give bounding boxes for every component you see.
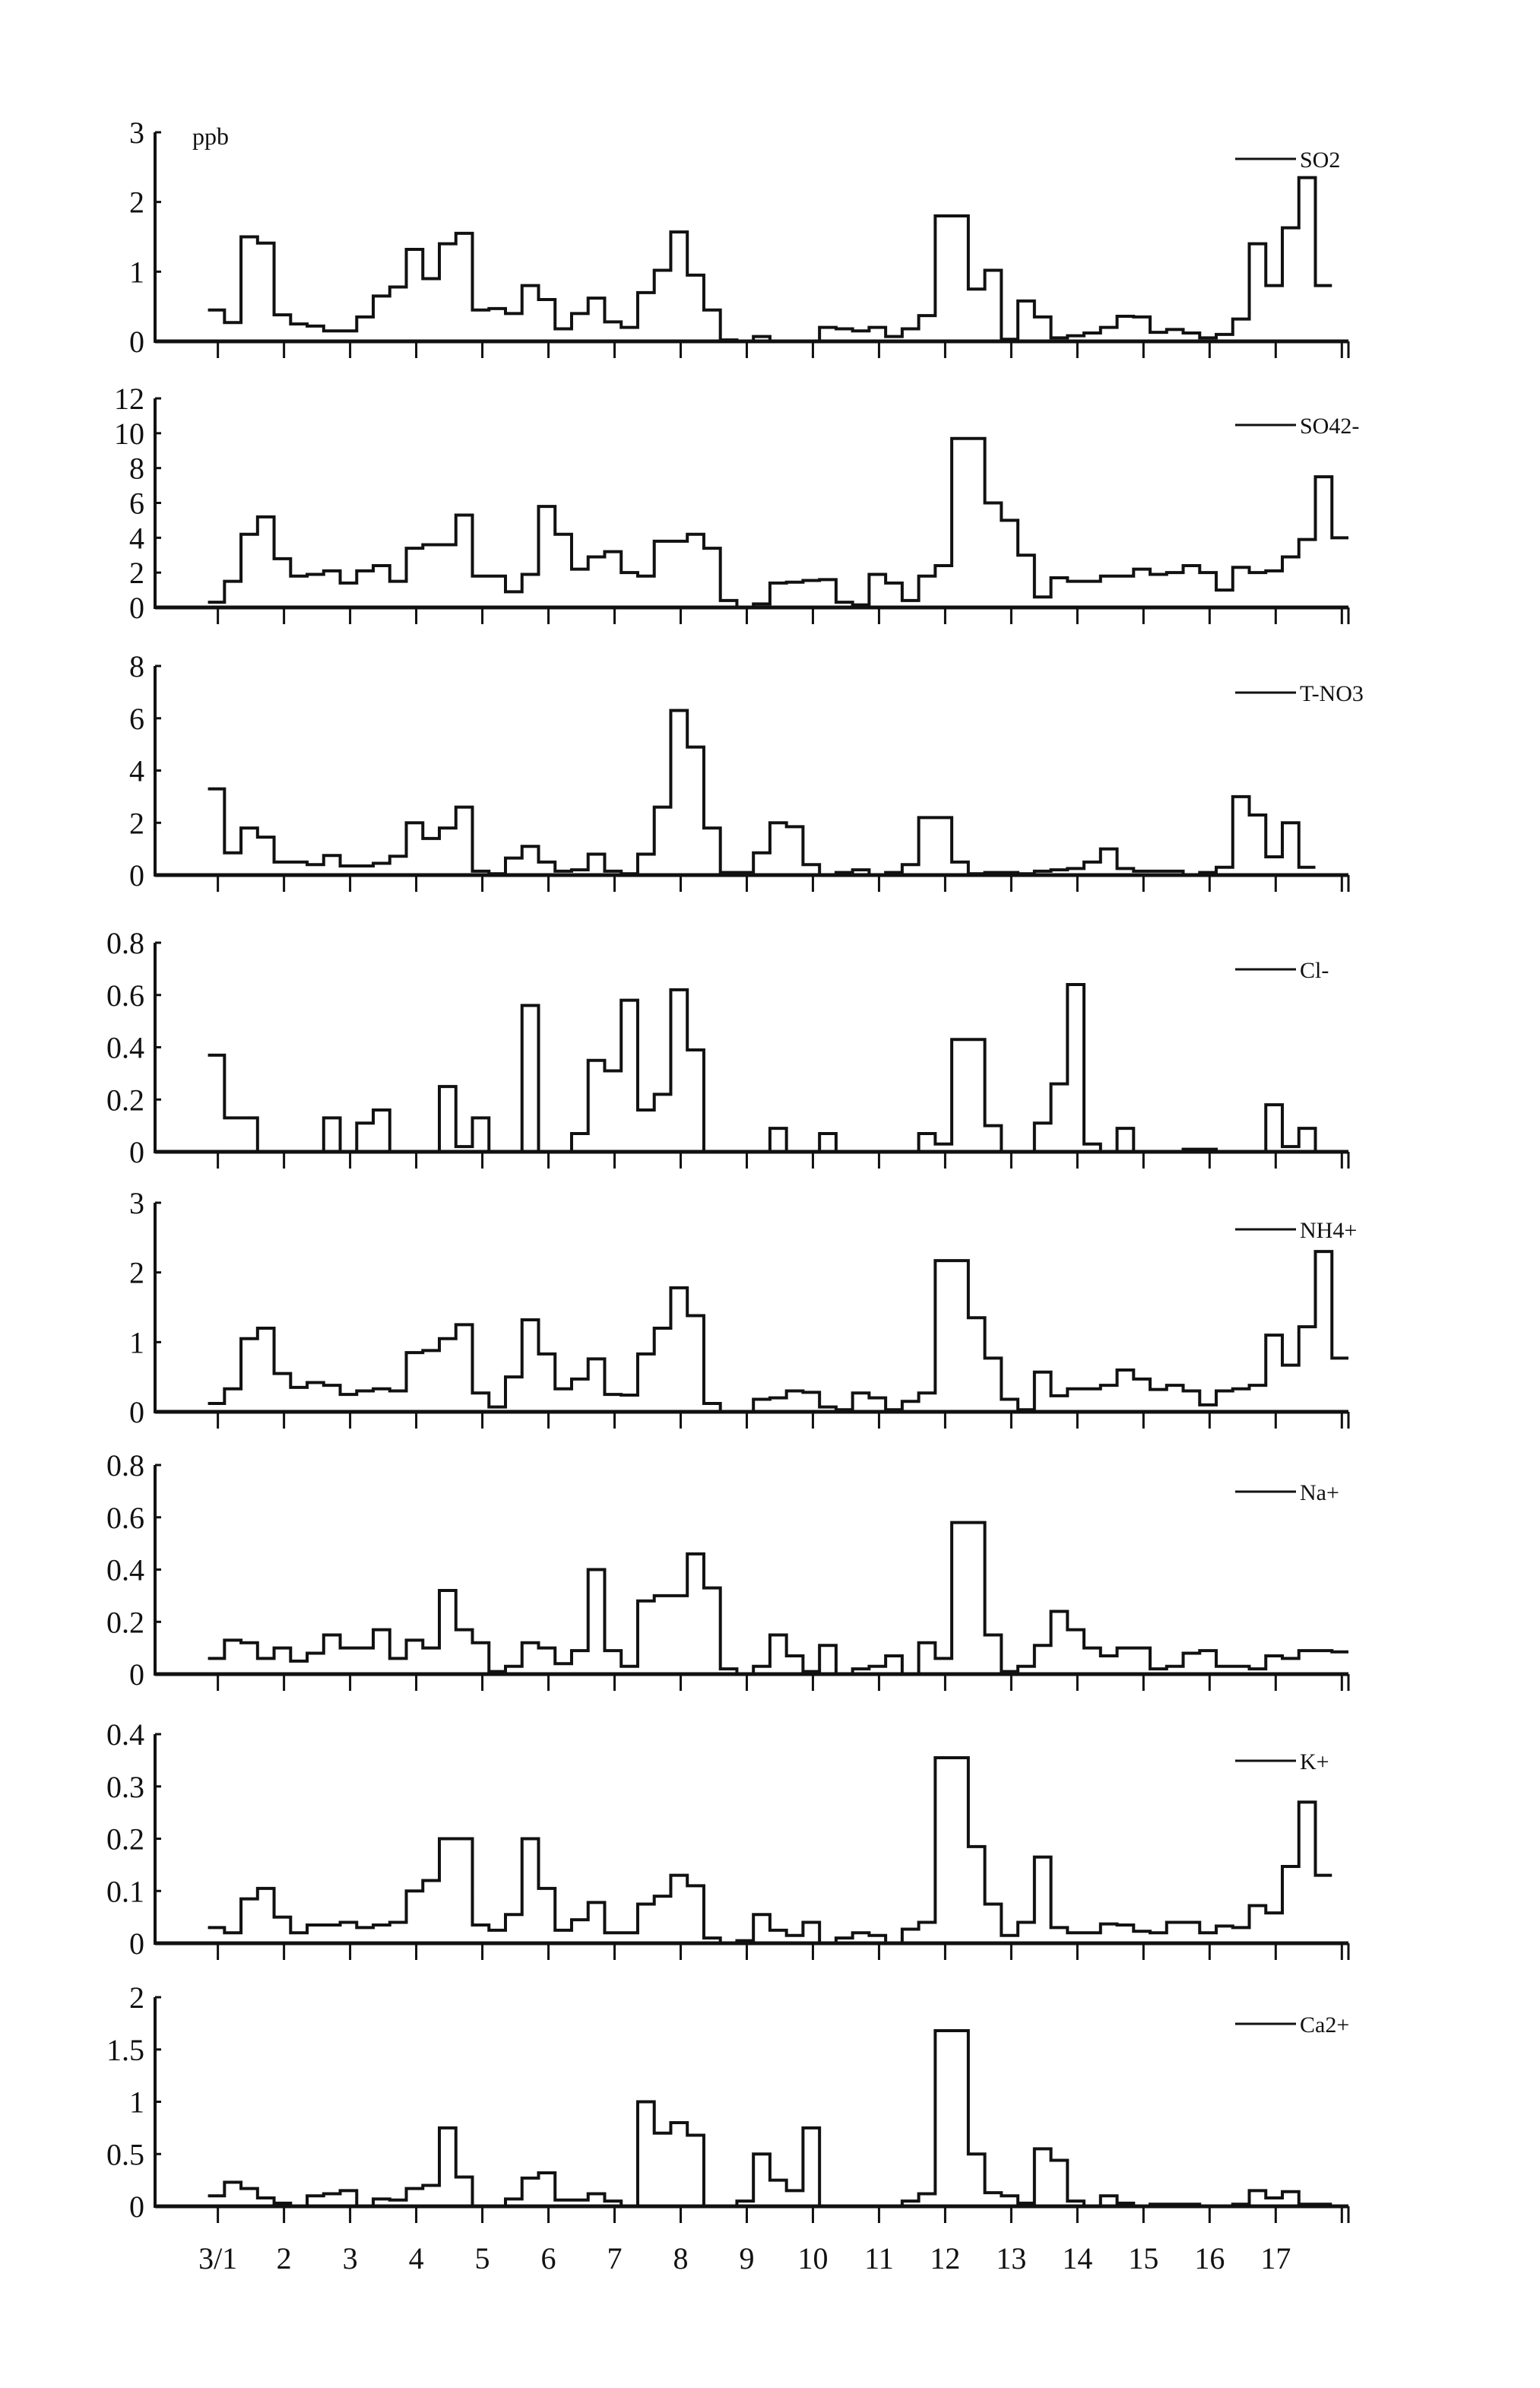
y-tick-label: 4 <box>129 521 144 555</box>
panel-so2: 0 1 2 3 SO2 ppb <box>129 116 1350 359</box>
legend-label: NH4+ <box>1300 1218 1357 1243</box>
x-tick-label: 11 <box>864 2241 894 2275</box>
y-tick-label: 1 <box>129 2085 144 2120</box>
y-tick-label: 0.4 <box>106 1031 144 1065</box>
y-tick-label: 12 <box>114 382 144 416</box>
y-unit-label: ppb <box>192 122 229 150</box>
y-tick-label: 0 <box>129 325 144 359</box>
legend-label: T-NO3 <box>1300 681 1364 706</box>
series-line-cl- <box>208 983 1348 1153</box>
y-tick-label: 0 <box>129 1135 144 1169</box>
x-tick-label: 3 <box>343 2241 358 2275</box>
series-line-t-no3 <box>208 709 1316 877</box>
y-tick-label: 2 <box>129 1980 144 2015</box>
y-tick-label: 8 <box>129 649 144 683</box>
y-tick-label: 0 <box>129 1927 144 1961</box>
y-tick-label: 4 <box>129 754 144 788</box>
panel-k-: 0 0.1 0.2 0.3 0.4 K+ <box>106 1717 1350 1961</box>
y-tick-label: 0.1 <box>106 1874 144 1908</box>
x-tick-label: 17 <box>1260 2241 1291 2275</box>
y-tick-label: 2 <box>129 556 144 590</box>
y-tick-label: 0.2 <box>106 1083 144 1117</box>
x-tick-label: 15 <box>1128 2241 1158 2275</box>
y-tick-label: 8 <box>129 452 144 486</box>
y-tick-label: 6 <box>129 702 144 736</box>
y-tick-label: 0 <box>129 2190 144 2224</box>
y-tick-label: 10 <box>114 417 144 451</box>
y-tick-label: 0.4 <box>106 1717 144 1752</box>
x-tick-label: 9 <box>739 2241 754 2275</box>
x-tick-label: 3/1 <box>198 2241 237 2275</box>
y-tick-label: 0 <box>129 858 144 893</box>
panel-na-: 0 0.2 0.4 0.6 0.8 Na+ <box>106 1448 1350 1692</box>
legend-label: Na+ <box>1300 1480 1339 1505</box>
y-tick-label: 2 <box>129 806 144 840</box>
y-tick-label: 1.5 <box>106 2033 144 2067</box>
legend-label: SO42- <box>1300 414 1359 439</box>
y-tick-label: 0 <box>129 591 144 625</box>
legend-label: Ca2+ <box>1300 2012 1349 2038</box>
x-tick-label: 5 <box>475 2241 490 2275</box>
y-tick-label: 0.2 <box>106 1822 144 1857</box>
x-tick-label: 13 <box>996 2241 1026 2275</box>
x-tick-label: 7 <box>607 2241 623 2275</box>
series-line-ca2- <box>208 2029 1332 2208</box>
x-tick-label: 14 <box>1062 2241 1092 2275</box>
y-tick-label: 0.8 <box>106 1448 144 1483</box>
y-tick-label: 0.5 <box>106 2137 144 2171</box>
legend-label: SO2 <box>1300 147 1340 173</box>
legend-label: K+ <box>1300 1749 1329 1774</box>
series-line-na- <box>208 1521 1348 1676</box>
y-tick-label: 1 <box>129 255 144 289</box>
y-tick-label: 0.8 <box>106 926 144 960</box>
series-line-k- <box>208 1755 1332 1945</box>
y-tick-label: 2 <box>129 186 144 220</box>
y-tick-label: 0.3 <box>106 1770 144 1804</box>
x-tick-label: 8 <box>673 2241 688 2275</box>
panel-cl-: 0 0.2 0.4 0.6 0.8 Cl- <box>106 926 1350 1169</box>
y-tick-label: 0.6 <box>106 1501 144 1535</box>
y-tick-label: 3 <box>129 1186 144 1220</box>
y-tick-label: 0.6 <box>106 978 144 1013</box>
y-tick-label: 6 <box>129 487 144 521</box>
series-line-so2 <box>208 176 1332 343</box>
y-tick-label: 1 <box>129 1325 144 1359</box>
y-tick-label: 2 <box>129 1256 144 1290</box>
panel-t-no3: 0 2 4 6 8 T-NO3 <box>129 649 1364 893</box>
y-tick-label: 0 <box>129 1657 144 1692</box>
panel-nh4-: 0 1 2 3 NH4+ <box>129 1186 1357 1429</box>
x-tick-label: 6 <box>541 2241 556 2275</box>
series-line-nh4- <box>208 1250 1348 1413</box>
y-tick-label: 0 <box>129 1395 144 1429</box>
y-tick-label: 0.4 <box>106 1553 144 1587</box>
legend-label: Cl- <box>1300 958 1329 983</box>
x-tick-label: 2 <box>277 2241 292 2275</box>
x-tick-label: 4 <box>409 2241 424 2275</box>
y-tick-label: 0.2 <box>106 1605 144 1639</box>
x-tick-label: 10 <box>797 2241 828 2275</box>
panel-ca2-: 0 0.5 1 1.5 2 Ca2+ <box>106 1980 1350 2224</box>
y-tick-label: 3 <box>129 116 144 150</box>
x-tick-label: 16 <box>1194 2241 1225 2275</box>
series-line-so42- <box>208 436 1348 609</box>
x-tick-label: 12 <box>930 2241 960 2275</box>
